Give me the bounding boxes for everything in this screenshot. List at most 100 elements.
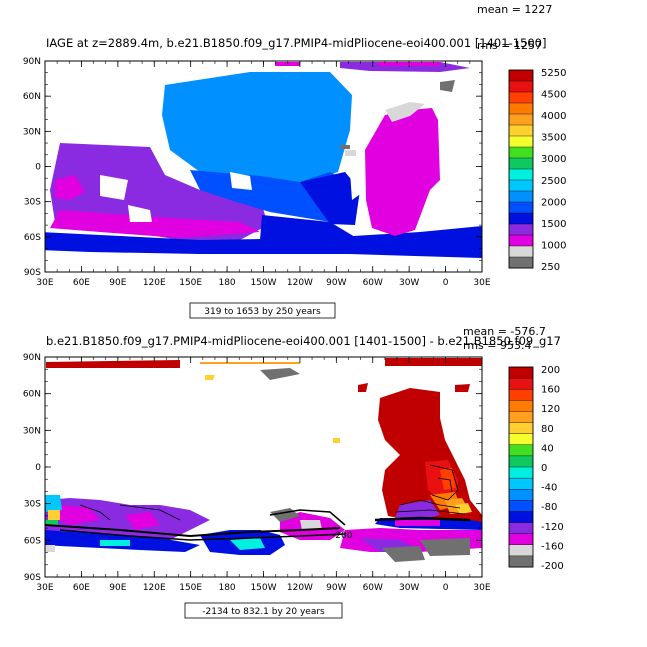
panel-2-field [45,358,482,562]
colorbar-swatch [508,234,534,247]
colorbar-swatch [508,466,534,479]
lat-label: 60S [24,233,41,243]
colorbar-label: 250 [541,262,560,273]
lon-label: 180 [218,278,235,288]
colorbar-label: -200 [541,561,564,572]
lat-label: 30N [23,426,41,436]
colorbar-label: 120 [541,404,560,415]
colorbar-swatch [508,135,534,148]
colorbar-swatch [508,201,534,214]
colorbar-swatch [508,411,534,424]
colorbar-label: -80 [541,502,557,513]
lon-label: 0 [443,278,449,288]
colorbar-swatch [508,190,534,203]
colorbar-swatch [508,555,534,568]
panel-2-range-text: -2134 to 832.1 by 20 years [202,607,325,617]
panel-2-range-box [184,602,343,619]
colorbar-swatch [508,489,534,501]
lon-label: 60W [363,583,383,593]
colorbar-label: 4000 [541,111,566,122]
panel-1-lat-labels: 90N 60N 30N 0 30S 60S 90S [23,57,41,278]
colorbar-label: 3500 [541,133,566,144]
colorbar-swatch [508,256,534,269]
colorbar-label: 4500 [541,90,566,101]
lon-label: 30E [36,583,53,593]
colorbar-label: 1000 [541,240,566,251]
lon-label: 180 [218,583,235,593]
lon-label: 60E [73,583,90,593]
panel-2-map: b.e21.B1850.f09_g17.PMIP4-midPliocene-eo… [23,325,564,619]
panel-1-range-text: 319 to 1653 by 250 years [204,307,321,317]
lon-label: 120W [287,278,313,288]
colorbar-label: 160 [541,385,560,396]
lon-label: 90W [326,583,346,593]
panel-1-ticks [44,60,483,273]
lon-label: 90E [109,278,126,288]
colorbar-swatch [508,366,534,379]
colorbar-swatch [508,124,534,137]
panel-2-rms: rms = 953.4 [463,339,531,352]
colorbar-swatch [508,511,534,524]
colorbar-swatch [508,377,534,390]
panel-2-title: b.e21.B1850.f09_g17.PMIP4-midPliocene-eo… [46,334,561,348]
panel-1-colorbar-labels: 5250 4500 4000 3500 3000 2500 2000 1500 1000 250 [541,68,566,273]
panel-2-colorbar [508,366,534,568]
panel-1-field [45,62,482,258]
lon-label: 120E [143,278,166,288]
lat-label: 90S [24,573,41,583]
colorbar-swatch [508,113,534,126]
lon-label: 120E [143,583,166,593]
colorbar-label: 200 [541,365,560,376]
colorbar-swatch [508,91,534,104]
lat-label: 30N [23,127,41,137]
lon-label: 60W [363,278,383,288]
panel-2-colorbar-labels: 200 160 120 80 40 0 -40 -80 -120 -160 -200 [541,365,564,572]
lat-label: 30S [24,500,41,510]
colorbar-label: 80 [541,424,554,435]
panel-1-mean: mean = 1227 [477,3,552,16]
colorbar-swatch [508,157,534,170]
panel-1-title: IAGE at z=2889.4m, b.e21.B1850.f09_g17.P… [46,36,546,50]
lon-label: 150W [250,278,276,288]
lon-label: 120W [287,583,313,593]
lat-label: 60N [23,390,41,400]
panel-2-contour-label: -200 [332,531,353,541]
lat-label: 0 [35,463,41,473]
colorbar-swatch [508,422,534,435]
colorbar-label: 40 [541,443,554,454]
colorbar-swatch [508,245,534,258]
lon-label: 30W [399,583,419,593]
panel-2-lat-labels: 90N 60N 30N 0 30S 60S 90S [23,353,41,583]
lat-label: 90N [23,353,41,363]
lon-label: 90E [109,583,126,593]
colorbar-swatch [508,500,534,512]
colorbar-label: 0 [541,463,547,474]
panel-1-map: IAGE at z=2889.4m, b.e21.B1850.f09_g17.P… [23,3,566,319]
colorbar-swatch [508,522,534,535]
colorbar-swatch [508,102,534,115]
colorbar-label: -160 [541,541,564,552]
panel-2-mean: mean = -576.7 [463,325,546,338]
lon-label: 30W [399,278,419,288]
colorbar-swatch [508,212,534,225]
colorbar-swatch [508,455,534,468]
lat-label: 30S [24,198,41,208]
lat-label: 60N [23,92,41,102]
lon-label: 150W [250,583,276,593]
colorbar-swatch [508,533,534,546]
colorbar-label: 1500 [541,219,566,230]
colorbar-swatch [508,179,534,192]
lat-label: 90N [23,57,41,67]
colorbar-swatch [508,389,534,401]
lon-label: 30E [36,278,53,288]
colorbar-swatch [508,146,534,159]
colorbar-label: 2000 [541,197,566,208]
colorbar-swatch [508,168,534,181]
colorbar-label: 2500 [541,176,566,187]
lon-label: 0 [443,583,449,593]
lon-label: 90W [326,278,346,288]
panel-1-colorbar [508,69,534,269]
colorbar-swatch [508,80,534,93]
lon-label: 30E [473,583,490,593]
